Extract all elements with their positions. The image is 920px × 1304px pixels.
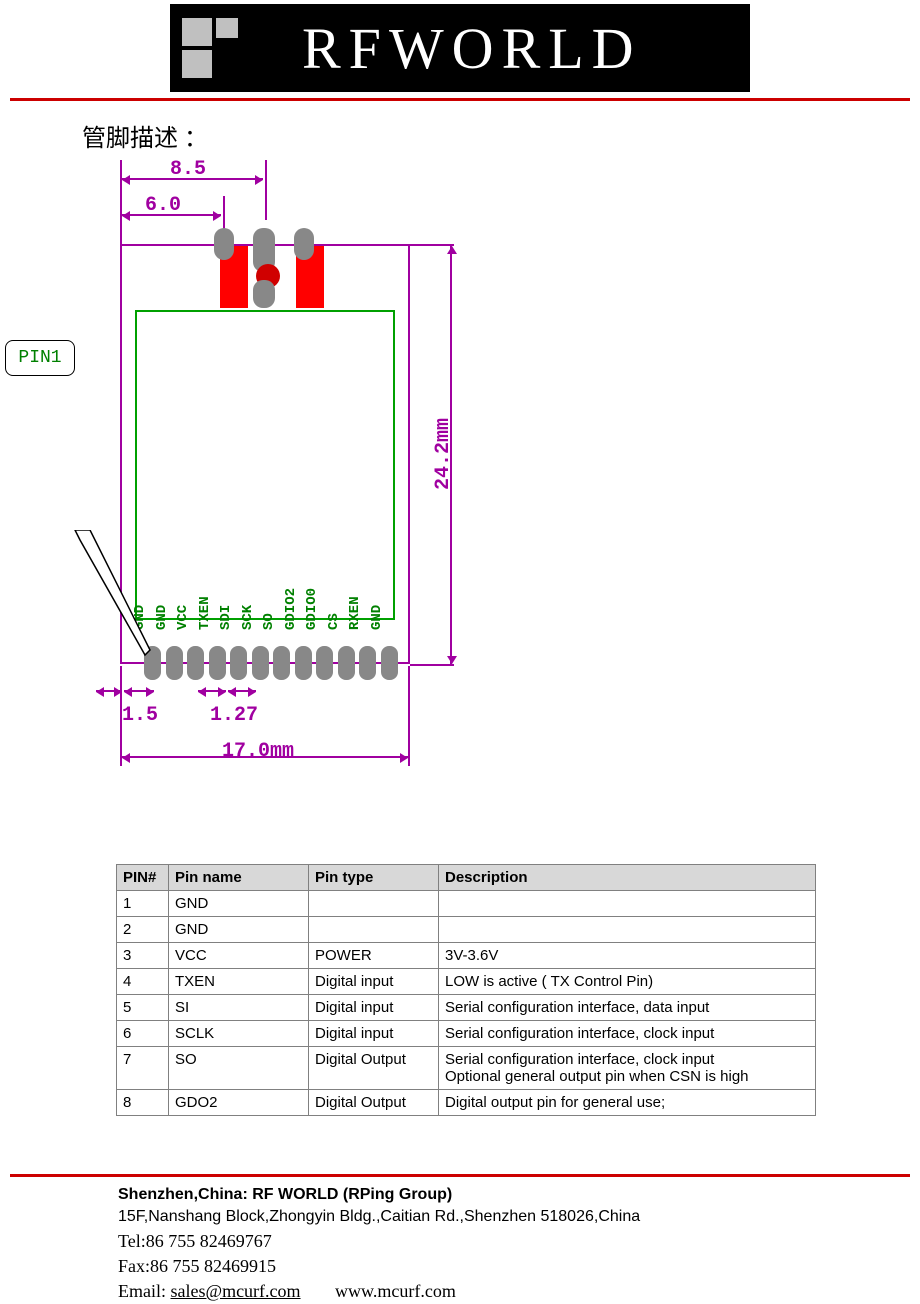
table-row: 5SIDigital inputSerial configuration int… bbox=[117, 995, 816, 1021]
table-cell bbox=[309, 891, 439, 917]
footer-company: Shenzhen,China: RF WORLD (RPing Group) bbox=[118, 1184, 640, 1206]
footer-email-label: Email: bbox=[118, 1281, 171, 1301]
table-cell: VCC bbox=[169, 943, 309, 969]
table-cell: Serial configuration interface, clock in… bbox=[439, 1047, 816, 1090]
pin-label: SCK bbox=[240, 605, 256, 630]
pin-pad bbox=[209, 646, 226, 680]
pcb-inner-outline bbox=[135, 310, 395, 620]
table-row: 4TXENDigital inputLOW is active ( TX Con… bbox=[117, 969, 816, 995]
pin-label: GND bbox=[154, 605, 170, 630]
pin-pad bbox=[338, 646, 355, 680]
footer-fax: Fax:86 755 82469915 bbox=[118, 1254, 640, 1279]
dim-height: 24.2mm bbox=[432, 418, 455, 490]
table-cell: Digital input bbox=[309, 969, 439, 995]
footer-address: 15F,Nanshang Block,Zhongyin Bldg.,Caitia… bbox=[118, 1206, 640, 1228]
table-cell: 7 bbox=[117, 1047, 169, 1090]
divider-bottom bbox=[10, 1174, 910, 1177]
table-cell: 5 bbox=[117, 995, 169, 1021]
table-cell bbox=[309, 917, 439, 943]
table-cell: Serial configuration interface, clock in… bbox=[439, 1021, 816, 1047]
table-cell: SO bbox=[169, 1047, 309, 1090]
table-row: 1GND bbox=[117, 891, 816, 917]
table-cell: 2 bbox=[117, 917, 169, 943]
table-cell: Serial configuration interface, data inp… bbox=[439, 995, 816, 1021]
pin-label: SDI bbox=[218, 605, 234, 630]
table-row: 3VCCPOWER3V-3.6V bbox=[117, 943, 816, 969]
pin-label: GDIO0 bbox=[304, 588, 320, 630]
pin1-callout: PIN1 bbox=[5, 340, 75, 376]
pin-pad bbox=[359, 646, 376, 680]
dim-edge: 1.5 bbox=[122, 704, 158, 727]
module-diagram: 8.5 6.0 24.2mm GND GND VCC TXEN SDI SCK SO GDIO… bbox=[0, 160, 500, 800]
table-cell: GND bbox=[169, 917, 309, 943]
table-row: 2GND bbox=[117, 917, 816, 943]
dim-width: 17.0mm bbox=[222, 740, 294, 763]
table-row: 6SCLKDigital inputSerial configuration i… bbox=[117, 1021, 816, 1047]
pin-label: CS bbox=[326, 613, 342, 630]
table-row: 8GDO2Digital OutputDigital output pin fo… bbox=[117, 1090, 816, 1116]
dim-top-wide: 8.5 bbox=[170, 158, 206, 181]
table-cell: 3 bbox=[117, 943, 169, 969]
pin-pad bbox=[187, 646, 204, 680]
table-cell bbox=[439, 891, 816, 917]
pin-pad bbox=[381, 646, 398, 680]
section-title: 管脚描述 ： bbox=[82, 118, 208, 153]
table-cell: Digital input bbox=[309, 995, 439, 1021]
brand-name: RFWORLD bbox=[302, 15, 642, 82]
table-cell: 6 bbox=[117, 1021, 169, 1047]
table-cell: Digital input bbox=[309, 1021, 439, 1047]
table-cell: LOW is active ( TX Control Pin) bbox=[439, 969, 816, 995]
table-cell: SCLK bbox=[169, 1021, 309, 1047]
table-cell: Digital Output bbox=[309, 1047, 439, 1090]
table-cell: GDO2 bbox=[169, 1090, 309, 1116]
table-cell: 1 bbox=[117, 891, 169, 917]
table-cell: TXEN bbox=[169, 969, 309, 995]
footer: Shenzhen,China: RF WORLD (RPing Group) 1… bbox=[118, 1184, 640, 1304]
table-cell: Digital output pin for general use; bbox=[439, 1090, 816, 1116]
table-header: PIN# bbox=[117, 865, 169, 891]
table-row: 7SODigital OutputSerial configuration in… bbox=[117, 1047, 816, 1090]
pin-pad bbox=[252, 646, 269, 680]
table-cell: SI bbox=[169, 995, 309, 1021]
divider-top bbox=[10, 98, 910, 101]
pin-pad bbox=[316, 646, 333, 680]
table-cell: 3V-3.6V bbox=[439, 943, 816, 969]
table-cell bbox=[439, 917, 816, 943]
table-cell: POWER bbox=[309, 943, 439, 969]
table-cell: 4 bbox=[117, 969, 169, 995]
pin-pad bbox=[230, 646, 247, 680]
table-header: Pin type bbox=[309, 865, 439, 891]
pin-label: TXEN bbox=[197, 596, 213, 630]
table-cell: 8 bbox=[117, 1090, 169, 1116]
footer-web: www.mcurf.com bbox=[335, 1281, 456, 1301]
pin-label: VCC bbox=[175, 605, 191, 630]
pin-label: RXEN bbox=[347, 596, 363, 630]
table-header: Pin name bbox=[169, 865, 309, 891]
pin-label: SO bbox=[261, 613, 277, 630]
pin-pad bbox=[166, 646, 183, 680]
table-cell: Digital Output bbox=[309, 1090, 439, 1116]
pin-label: GDIO2 bbox=[283, 588, 299, 630]
logo-mark bbox=[182, 18, 252, 78]
table-header: Description bbox=[439, 865, 816, 891]
pin-description-table: PIN#Pin namePin typeDescription 1GND2GND… bbox=[116, 864, 816, 1116]
pin-label: GND bbox=[369, 605, 385, 630]
dim-top-narrow: 6.0 bbox=[145, 194, 181, 217]
footer-tel: Tel:86 755 82469767 bbox=[118, 1229, 640, 1254]
table-cell: GND bbox=[169, 891, 309, 917]
pin-pad bbox=[295, 646, 312, 680]
dim-pitch: 1.27 bbox=[210, 704, 258, 727]
pin-pad bbox=[273, 646, 290, 680]
footer-email-link[interactable]: sales@mcurf.com bbox=[171, 1281, 301, 1301]
callout-pointer bbox=[55, 530, 155, 660]
header-banner: RFWORLD bbox=[170, 4, 750, 92]
pin1-label: PIN1 bbox=[18, 348, 61, 368]
